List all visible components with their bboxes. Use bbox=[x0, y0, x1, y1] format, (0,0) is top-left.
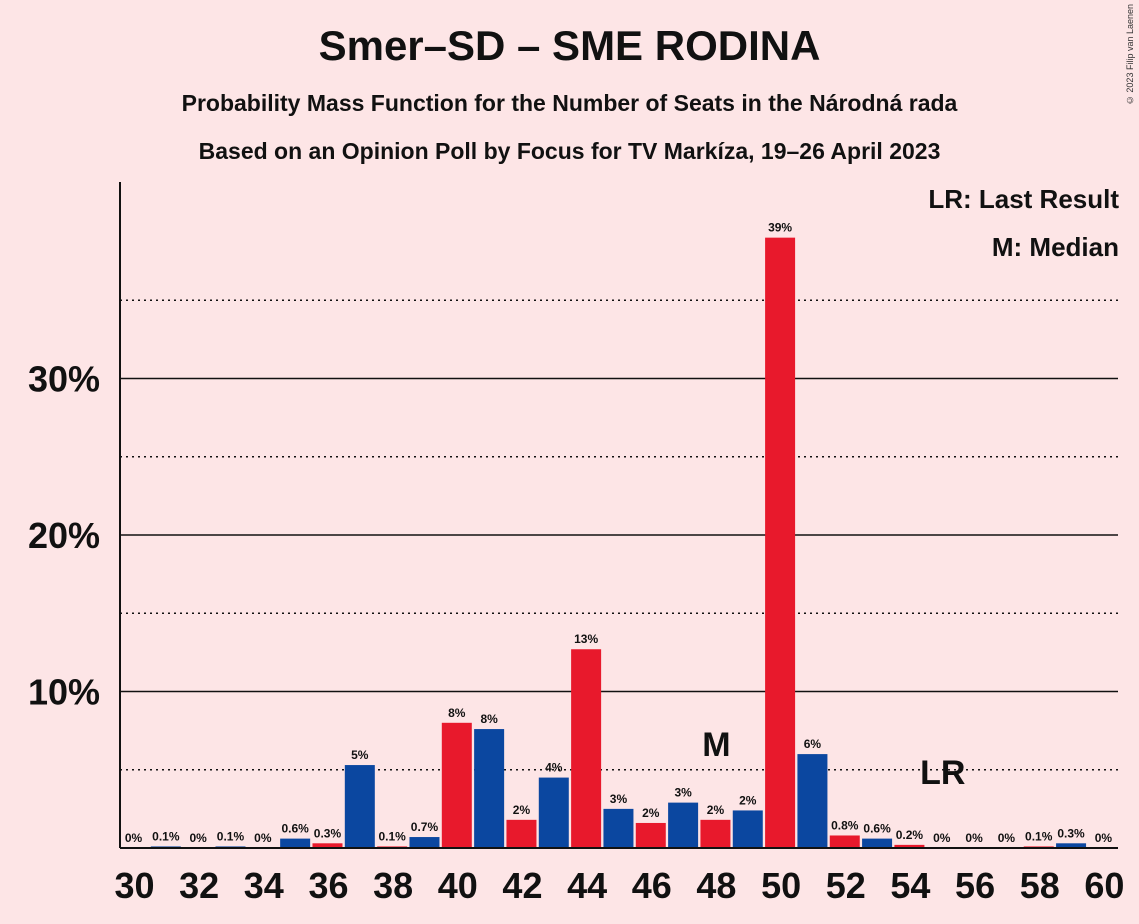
y-tick-label: 30% bbox=[28, 359, 100, 400]
bar-46 bbox=[635, 822, 666, 848]
legend-last-result: LR: Last Result bbox=[928, 184, 1119, 214]
x-tick-label: 42 bbox=[502, 865, 542, 906]
bar-value-label: 0% bbox=[254, 831, 272, 845]
bar-42 bbox=[506, 819, 537, 848]
bar-53 bbox=[862, 838, 893, 848]
bar-value-label: 2% bbox=[707, 803, 725, 817]
bar-52 bbox=[829, 835, 860, 848]
x-tick-label: 46 bbox=[632, 865, 672, 906]
bar-value-label: 0% bbox=[125, 831, 143, 845]
bar-49 bbox=[732, 810, 763, 848]
bar-value-label: 0.3% bbox=[314, 826, 342, 840]
bar-36 bbox=[312, 843, 343, 848]
bar-value-label: 2% bbox=[739, 793, 757, 807]
x-tick-label: 38 bbox=[373, 865, 413, 906]
bar-39 bbox=[409, 837, 440, 848]
x-tick-label: 50 bbox=[761, 865, 801, 906]
x-tick-label: 58 bbox=[1020, 865, 1060, 906]
chart-subtitle-source: Based on an Opinion Poll by Focus for TV… bbox=[198, 138, 941, 164]
x-tick-label: 54 bbox=[890, 865, 930, 906]
bar-44 bbox=[571, 649, 602, 848]
x-tick-label: 30 bbox=[114, 865, 154, 906]
bar-47 bbox=[668, 802, 699, 848]
last-result-marker: LR bbox=[920, 754, 965, 792]
bar-value-label: 0.1% bbox=[217, 829, 245, 843]
bar-value-label: 0.6% bbox=[281, 822, 309, 836]
bar-value-label: 0.8% bbox=[831, 818, 859, 832]
bar-value-label: 0.1% bbox=[152, 829, 180, 843]
x-tick-label: 56 bbox=[955, 865, 995, 906]
bar-value-label: 0.1% bbox=[378, 829, 406, 843]
bar-51 bbox=[797, 754, 828, 848]
bar-value-label: 0.7% bbox=[411, 820, 439, 834]
bar-value-label: 0% bbox=[189, 831, 207, 845]
bar-value-label: 0.2% bbox=[896, 828, 924, 842]
bar-value-label: 3% bbox=[610, 792, 628, 806]
bar-value-label: 4% bbox=[545, 761, 563, 775]
bar-43 bbox=[538, 777, 569, 848]
bar-48 bbox=[700, 819, 731, 848]
bar-value-label: 0% bbox=[1095, 831, 1113, 845]
chart-title: Smer–SD – SME RODINA bbox=[318, 22, 821, 69]
bar-value-label: 39% bbox=[768, 221, 792, 235]
x-tick-label: 34 bbox=[244, 865, 284, 906]
y-tick-label: 10% bbox=[28, 672, 100, 713]
y-tick-label: 20% bbox=[28, 515, 100, 556]
x-tick-label: 48 bbox=[696, 865, 736, 906]
x-tick-label: 44 bbox=[567, 865, 607, 906]
x-tick-label: 36 bbox=[308, 865, 348, 906]
bar-41 bbox=[474, 729, 505, 848]
bar-35 bbox=[280, 838, 311, 848]
bar-value-label: 2% bbox=[642, 806, 660, 820]
legend-median: M: Median bbox=[991, 232, 1119, 262]
bar-value-label: 0.1% bbox=[1025, 829, 1053, 843]
bar-value-label: 0% bbox=[998, 831, 1016, 845]
bar-value-label: 0.6% bbox=[863, 822, 891, 836]
bar-37 bbox=[344, 765, 375, 848]
x-tick-label: 32 bbox=[179, 865, 219, 906]
bar-value-label: 0.3% bbox=[1057, 826, 1085, 840]
bar-value-label: 2% bbox=[513, 803, 531, 817]
bar-value-label: 6% bbox=[804, 737, 822, 751]
bar-value-label: 0% bbox=[933, 831, 951, 845]
chart-subtitle: Probability Mass Function for the Number… bbox=[181, 90, 958, 116]
bar-value-label: 5% bbox=[351, 748, 369, 762]
bar-40 bbox=[441, 722, 472, 848]
bar-value-label: 0% bbox=[965, 831, 983, 845]
bar-value-label: 3% bbox=[674, 786, 692, 800]
bar-59 bbox=[1056, 843, 1087, 848]
bar-45 bbox=[603, 808, 634, 848]
median-marker: M bbox=[702, 726, 730, 764]
x-tick-label: 40 bbox=[438, 865, 478, 906]
bar-54 bbox=[894, 844, 925, 848]
bar-value-label: 8% bbox=[448, 706, 466, 720]
bar-50 bbox=[765, 237, 796, 848]
bar-value-label: 8% bbox=[480, 712, 498, 726]
x-tick-label: 60 bbox=[1084, 865, 1124, 906]
bar-value-label: 13% bbox=[574, 632, 598, 646]
x-tick-label: 52 bbox=[826, 865, 866, 906]
